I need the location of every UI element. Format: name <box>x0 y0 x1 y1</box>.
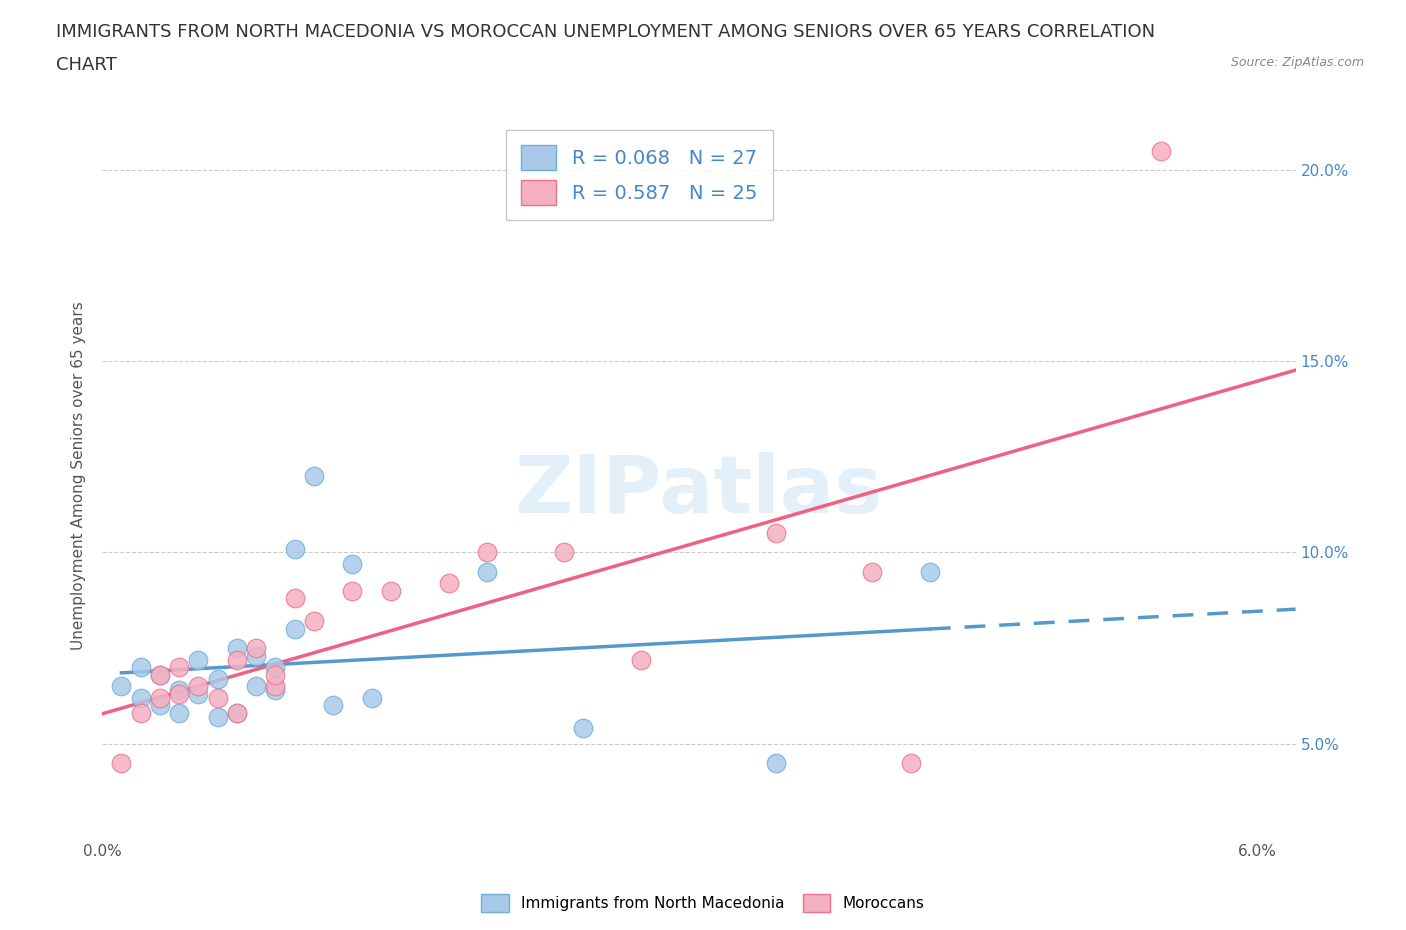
Point <box>572 721 595 736</box>
Legend: R = 0.068   N = 27, R = 0.587   N = 25: R = 0.068 N = 27, R = 0.587 N = 25 <box>506 129 773 220</box>
Point <box>437 576 460 591</box>
Point <box>149 668 172 683</box>
Point <box>765 755 787 770</box>
Point <box>900 755 922 770</box>
Point <box>207 690 229 705</box>
Point <box>245 679 267 694</box>
Point <box>302 614 325 629</box>
Point <box>475 565 498 579</box>
Point <box>149 698 172 713</box>
Point <box>110 755 132 770</box>
Point <box>207 710 229 724</box>
Point <box>918 565 941 579</box>
Text: CHART: CHART <box>56 56 117 73</box>
Point <box>110 679 132 694</box>
Legend: Immigrants from North Macedonia, Moroccans: Immigrants from North Macedonia, Morocca… <box>475 888 931 918</box>
Point <box>187 679 209 694</box>
Point <box>187 652 209 667</box>
Point <box>475 545 498 560</box>
Point <box>167 686 190 701</box>
Point <box>149 668 172 683</box>
Y-axis label: Unemployment Among Seniors over 65 years: Unemployment Among Seniors over 65 years <box>72 301 86 650</box>
Point <box>167 659 190 674</box>
Point <box>226 706 249 721</box>
Point <box>226 652 249 667</box>
Point <box>360 690 382 705</box>
Point <box>302 469 325 484</box>
Point <box>765 526 787 541</box>
Point <box>207 671 229 686</box>
Point <box>284 621 307 636</box>
Point <box>129 690 152 705</box>
Point <box>264 659 287 674</box>
Point <box>167 706 190 721</box>
Text: IMMIGRANTS FROM NORTH MACEDONIA VS MOROCCAN UNEMPLOYMENT AMONG SENIORS OVER 65 Y: IMMIGRANTS FROM NORTH MACEDONIA VS MOROC… <box>56 23 1156 41</box>
Point <box>187 686 209 701</box>
Point <box>245 641 267 656</box>
Point <box>226 641 249 656</box>
Point <box>264 683 287 698</box>
Point <box>553 545 575 560</box>
Point <box>129 706 152 721</box>
Text: Source: ZipAtlas.com: Source: ZipAtlas.com <box>1230 56 1364 69</box>
Point <box>322 698 344 713</box>
Point <box>284 591 307 605</box>
Point <box>129 659 152 674</box>
Point <box>264 679 287 694</box>
Point <box>264 668 287 683</box>
Point <box>1150 143 1173 158</box>
Point <box>860 565 883 579</box>
Text: ZIPatlas: ZIPatlas <box>515 452 883 529</box>
Point <box>284 541 307 556</box>
Point <box>380 583 402 598</box>
Point <box>226 706 249 721</box>
Point <box>149 690 172 705</box>
Point <box>630 652 652 667</box>
Point <box>245 648 267 663</box>
Point <box>342 556 364 571</box>
Point <box>167 683 190 698</box>
Point <box>342 583 364 598</box>
